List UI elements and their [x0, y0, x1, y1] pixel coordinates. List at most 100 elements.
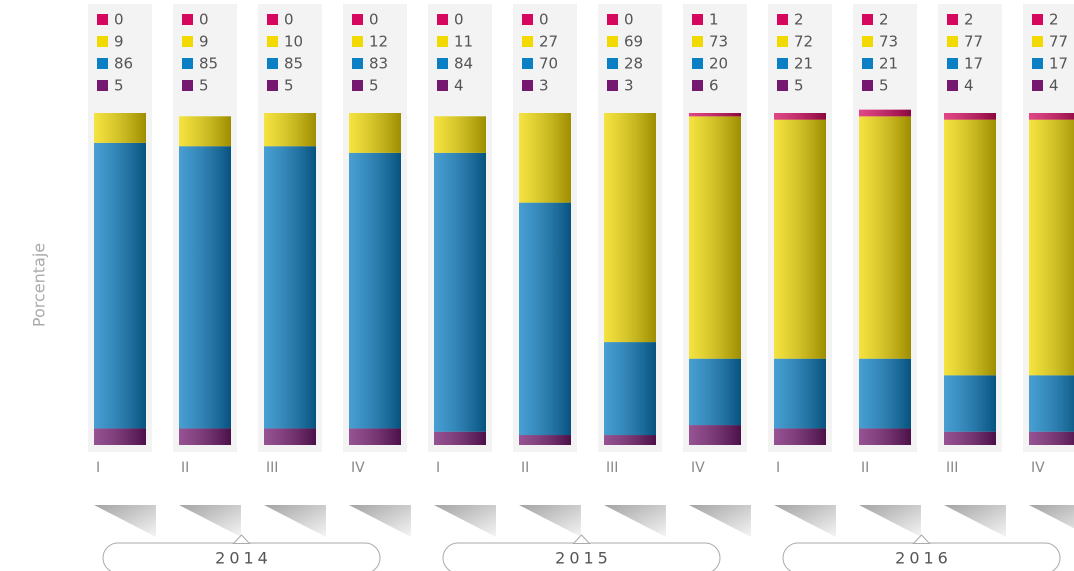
legend-swatch	[182, 80, 193, 91]
bar-shade	[1029, 113, 1074, 120]
legend-swatch	[437, 36, 448, 47]
data-label: 73	[709, 33, 728, 51]
data-label: 85	[199, 55, 218, 73]
data-label: 17	[1049, 55, 1068, 73]
legend-swatch	[97, 36, 108, 47]
bar-shade	[1029, 375, 1074, 432]
legend-swatch	[862, 58, 873, 69]
data-label: 70	[539, 55, 558, 73]
legend-swatch	[97, 58, 108, 69]
legend-swatch	[182, 14, 193, 25]
year-notch	[912, 534, 931, 544]
legend-swatch	[97, 14, 108, 25]
legend-swatch	[607, 36, 618, 47]
bar-shade	[689, 113, 741, 117]
data-label: 5	[369, 77, 379, 95]
bar-shade	[774, 358, 826, 429]
bar-shade	[859, 428, 911, 445]
legend-swatch	[862, 14, 873, 25]
data-label: 3	[624, 77, 634, 95]
legend-swatch	[182, 36, 193, 47]
legend-swatch	[352, 36, 363, 47]
legend-swatch	[607, 58, 618, 69]
legend-swatch	[522, 14, 533, 25]
data-label: 77	[1049, 33, 1068, 51]
data-label: 5	[199, 77, 209, 95]
data-label: 0	[199, 11, 209, 29]
y-axis-label: Porcentaje	[30, 243, 49, 327]
shadow	[264, 505, 326, 537]
data-label: 0	[284, 11, 294, 29]
bar-shade	[519, 113, 571, 203]
bar-shade	[349, 152, 401, 429]
x-tick-label: IV	[691, 460, 705, 476]
shadow	[689, 505, 751, 537]
legend-swatch	[522, 58, 533, 69]
legend-swatch	[947, 14, 958, 25]
legend-swatch	[267, 80, 278, 91]
bar-shade	[179, 116, 231, 147]
legend-swatch	[692, 36, 703, 47]
legend-swatch	[777, 36, 788, 47]
legend-swatch	[692, 80, 703, 91]
data-label: 5	[284, 77, 294, 95]
bar-shade	[1029, 119, 1074, 376]
bar-shade	[859, 358, 911, 429]
legend-swatch	[607, 80, 618, 91]
shadow	[1029, 505, 1074, 529]
legend-swatch	[777, 80, 788, 91]
bar-shade	[689, 116, 741, 359]
year-label: 2016	[895, 549, 952, 568]
legend-swatch	[522, 80, 533, 91]
data-label: 72	[794, 33, 813, 51]
bar-shade	[519, 202, 571, 436]
legend-swatch	[182, 58, 193, 69]
data-label: 17	[964, 55, 983, 73]
data-label: 2	[879, 11, 889, 29]
legend-swatch	[1032, 36, 1043, 47]
x-tick-label: IV	[351, 460, 365, 476]
x-tick-label: II	[181, 460, 189, 476]
x-tick-label: III	[606, 460, 618, 476]
data-label: 5	[794, 77, 804, 95]
bar-shade	[604, 113, 656, 343]
bar-shade	[689, 358, 741, 426]
bar-shade	[434, 152, 486, 432]
year-notch	[572, 534, 591, 544]
x-tick-label: I	[776, 460, 780, 476]
data-label: 4	[1049, 77, 1059, 95]
data-label: 1	[709, 11, 719, 29]
data-label: 6	[709, 77, 719, 95]
data-label: 0	[369, 11, 379, 29]
legend-swatch	[267, 36, 278, 47]
shadow	[434, 505, 496, 537]
x-tick-label: II	[521, 460, 529, 476]
bar-shade	[94, 113, 146, 143]
data-label: 77	[964, 33, 983, 51]
legend-swatch	[1032, 80, 1043, 91]
data-label: 4	[964, 77, 974, 95]
shadow	[349, 505, 411, 537]
shadow	[179, 505, 241, 537]
bar-shade	[94, 428, 146, 445]
bar-shade	[859, 116, 911, 359]
data-label: 84	[454, 55, 473, 73]
data-label: 9	[199, 33, 209, 51]
bar-shade	[604, 435, 656, 445]
bar-shade	[349, 428, 401, 445]
data-label: 2	[794, 11, 804, 29]
x-tick-label: I	[436, 460, 440, 476]
legend-swatch	[692, 14, 703, 25]
bar-shade	[859, 109, 911, 117]
year-label: 2015	[555, 549, 612, 568]
x-tick-label: I	[96, 460, 100, 476]
bar-shade	[264, 113, 316, 147]
bar-shade	[774, 119, 826, 359]
legend-swatch	[947, 36, 958, 47]
shadow	[94, 505, 156, 537]
legend-swatch	[267, 58, 278, 69]
data-label: 0	[454, 11, 464, 29]
legend-swatch	[267, 14, 278, 25]
